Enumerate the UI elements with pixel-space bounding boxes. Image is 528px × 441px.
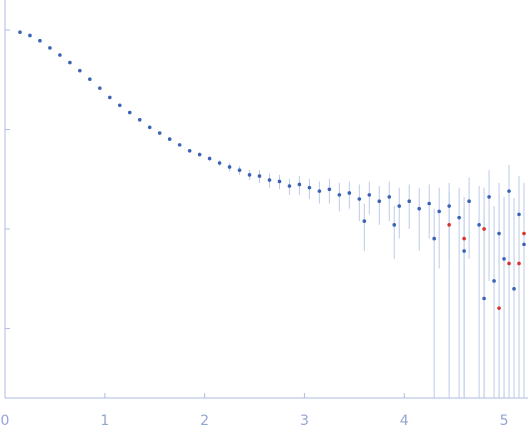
- data-point: [427, 201, 431, 206]
- data-point: [507, 261, 511, 266]
- data-point: [237, 168, 242, 172]
- data-point: [517, 212, 521, 217]
- data-point: [107, 95, 112, 100]
- data-point: [287, 184, 292, 188]
- data-point: [78, 68, 82, 73]
- data-point: [277, 179, 282, 184]
- data-point: [147, 125, 152, 130]
- data-point: [267, 178, 272, 182]
- data-point: [307, 185, 312, 190]
- data-point: [462, 249, 466, 253]
- data-point: [88, 77, 92, 81]
- data-point: [447, 223, 451, 227]
- data-point: [417, 206, 422, 211]
- data-point: [207, 156, 212, 161]
- data-point: [432, 236, 436, 241]
- data-point: [482, 296, 486, 301]
- x-tick-label: 2: [200, 413, 209, 429]
- data-point: [517, 261, 521, 266]
- data-point: [492, 279, 496, 283]
- data-point: [522, 242, 526, 247]
- data-point: [392, 223, 397, 227]
- data-point: [38, 38, 42, 43]
- data-point: [117, 103, 122, 108]
- data-point: [482, 227, 486, 231]
- data-point: [347, 191, 352, 195]
- data-point: [68, 60, 72, 65]
- data-point: [317, 189, 322, 193]
- data-point: [127, 110, 132, 115]
- data-point: [357, 197, 362, 201]
- x-tick-label: 0: [1, 413, 10, 429]
- data-point: [487, 195, 491, 199]
- data-point: [217, 161, 222, 165]
- data-point: [187, 149, 192, 153]
- data-point: [247, 173, 252, 177]
- data-point: [58, 53, 62, 57]
- data-point: [437, 209, 441, 214]
- data-point: [477, 223, 481, 227]
- data-point: [337, 193, 342, 197]
- data-point: [407, 199, 412, 204]
- data-point: [28, 33, 32, 38]
- data-point: [387, 195, 392, 199]
- data-point: [497, 306, 501, 310]
- data-point: [197, 152, 202, 157]
- data-point: [327, 187, 332, 192]
- data-point: [367, 193, 372, 197]
- data-point: [18, 30, 22, 34]
- data-point: [257, 174, 262, 178]
- data-point: [157, 131, 162, 135]
- data-point: [227, 165, 232, 169]
- x-tick-label: 5: [500, 413, 509, 429]
- x-tick-label: 4: [400, 413, 409, 429]
- data-point: [462, 236, 466, 241]
- data-point: [137, 118, 142, 122]
- x-tick-label: 3: [300, 413, 309, 429]
- data-point: [467, 199, 471, 204]
- data-point: [177, 143, 182, 147]
- data-point: [497, 231, 501, 236]
- data-point: [167, 137, 172, 141]
- data-point: [397, 204, 402, 208]
- data-point: [297, 182, 302, 187]
- data-point: [447, 204, 451, 208]
- data-point: [522, 231, 526, 236]
- data-point: [457, 215, 461, 220]
- data-point: [507, 189, 511, 193]
- data-point: [512, 287, 516, 291]
- data-point: [98, 86, 102, 90]
- data-point: [362, 219, 367, 223]
- data-point: [377, 199, 382, 204]
- data-point: [502, 257, 506, 261]
- data-point: [48, 46, 52, 50]
- x-tick-label: 1: [100, 413, 109, 429]
